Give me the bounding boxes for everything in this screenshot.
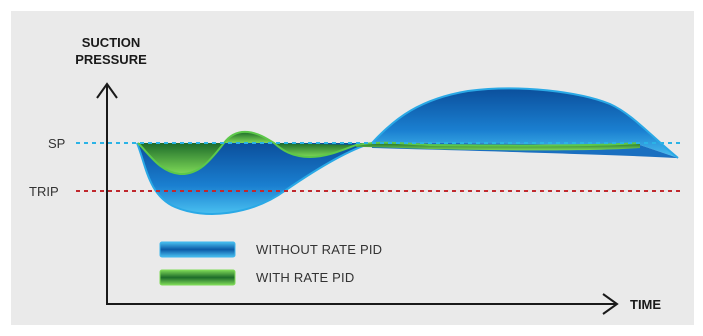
trip-label: TRIP	[29, 184, 59, 199]
y-axis-arrowhead	[96, 82, 118, 99]
y-axis-title-line2: PRESSURE	[75, 52, 147, 67]
with-rate-pid-outline	[137, 130, 641, 176]
legend-swatch-with-rate-pid	[159, 269, 236, 286]
x-axis-arrowhead	[602, 293, 619, 315]
legend: WITHOUT RATE PID WITH RATE PID	[159, 241, 382, 286]
diagram-panel	[11, 11, 694, 325]
y-axis-title-line1: SUCTION	[82, 35, 141, 50]
legend-label-without-rate-pid: WITHOUT RATE PID	[256, 242, 382, 257]
legend-label-with-rate-pid: WITH RATE PID	[256, 270, 354, 285]
with-rate-pid-tail	[356, 142, 640, 151]
x-axis-title: TIME	[630, 297, 661, 312]
sp-label: SP	[48, 136, 65, 151]
with-rate-pid-hump-1	[224, 131, 274, 143]
with-rate-pid-dip-2	[274, 143, 356, 157]
without-rate-pid-overshoot	[372, 88, 678, 158]
legend-swatch-without-rate-pid	[159, 241, 236, 258]
